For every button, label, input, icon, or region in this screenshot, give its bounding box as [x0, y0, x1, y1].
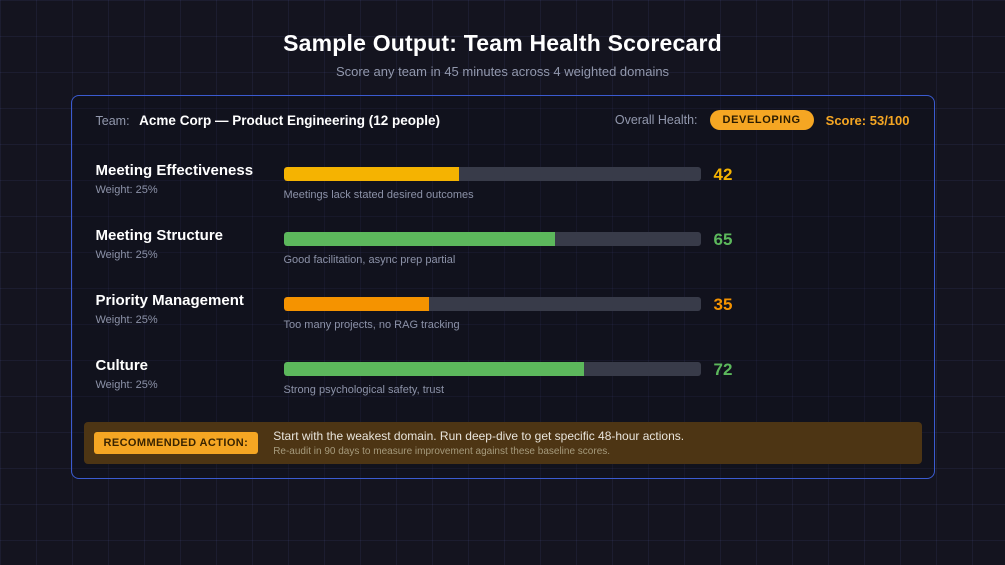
domain-note: Strong psychological safety, trust	[283, 384, 445, 396]
recommendation-text: Start with the weakest domain. Run deep-…	[273, 429, 684, 457]
recommendation-banner: RECOMMENDED ACTION: Start with the weake…	[83, 422, 922, 464]
domain-score: 72	[713, 360, 733, 379]
recommendation-line1: Start with the weakest domain. Run deep-…	[273, 429, 685, 443]
domain-bar-block: Too many projects, no RAG tracking	[283, 292, 701, 331]
overall-score: Score: 53/100	[825, 112, 910, 128]
domain-label-block: Priority Management Weight: 25%	[96, 292, 284, 326]
score-bar-track	[283, 362, 701, 376]
domain-note: Too many projects, no RAG tracking	[283, 319, 460, 331]
overall-health: Overall Health: DEVELOPING Score: 53/100	[615, 110, 910, 130]
scorecard-card: Team: Acme Corp — Product Engineering (1…	[70, 95, 935, 479]
overall-health-badge: DEVELOPING	[709, 110, 814, 130]
domain-weight: Weight: 25%	[95, 314, 158, 326]
domain-label-block: Meeting Effectiveness Weight: 25%	[96, 162, 284, 196]
team-info: Team: Acme Corp — Product Engineering (1…	[96, 113, 440, 128]
domain-weight: Weight: 25%	[95, 379, 158, 391]
domain-row: Meeting Effectiveness Weight: 25% Meetin…	[96, 162, 910, 201]
team-name: Acme Corp — Product Engineering (12 peop…	[139, 112, 440, 128]
page-title: Sample Output: Team Health Scorecard	[283, 30, 722, 56]
domain-note: Meetings lack stated desired outcomes	[283, 189, 474, 201]
domain-weight: Weight: 25%	[95, 184, 158, 196]
domain-name: Priority Management	[95, 292, 244, 309]
team-label: Team:	[95, 113, 130, 128]
domain-label-block: Meeting Structure Weight: 25%	[96, 227, 284, 261]
domain-row: Meeting Structure Weight: 25% Good facil…	[96, 227, 910, 266]
overall-health-label: Overall Health:	[614, 113, 698, 127]
domain-weight: Weight: 25%	[95, 249, 158, 261]
domain-bar-block: Strong psychological safety, trust	[283, 357, 701, 396]
domain-note: Good facilitation, async prep partial	[283, 254, 456, 266]
domain-bar-block: Good facilitation, async prep partial	[283, 227, 701, 266]
recommended-action-badge: RECOMMENDED ACTION:	[93, 432, 259, 454]
domain-row: Culture Weight: 25% Strong psychological…	[96, 357, 910, 396]
domain-score: 65	[713, 230, 733, 249]
card-header: Team: Acme Corp — Product Engineering (1…	[72, 96, 934, 140]
domain-label-block: Culture Weight: 25%	[96, 357, 284, 391]
score-bar-track	[283, 297, 701, 311]
score-bar-fill	[283, 297, 430, 311]
domain-name: Meeting Structure	[95, 227, 224, 244]
page-subtitle: Score any team in 45 minutes across 4 we…	[335, 64, 670, 79]
domain-score: 35	[713, 295, 733, 314]
recommendation-line2: Re-audit in 90 days to measure improveme…	[273, 446, 611, 457]
domain-rows: Meeting Effectiveness Weight: 25% Meetin…	[72, 140, 934, 396]
domain-name: Meeting Effectiveness	[95, 162, 254, 179]
domain-row: Priority Management Weight: 25% Too many…	[96, 292, 910, 331]
score-bar-fill	[283, 362, 584, 376]
domain-bar-block: Meetings lack stated desired outcomes	[283, 162, 701, 201]
score-bar-track	[283, 232, 701, 246]
domain-score: 42	[713, 165, 733, 184]
score-bar-track	[283, 167, 701, 181]
score-bar-fill	[283, 232, 555, 246]
score-bar-fill	[283, 167, 459, 181]
domain-name: Culture	[95, 357, 149, 374]
